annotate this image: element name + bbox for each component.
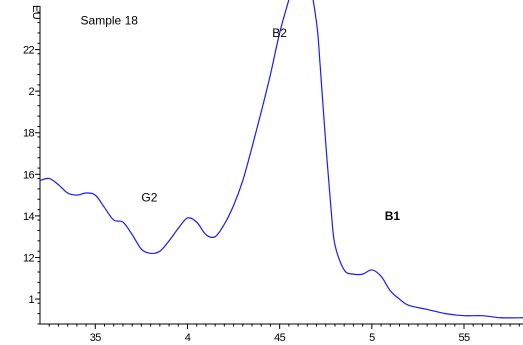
y-tick-label: 22 [23,45,35,57]
annotation-label: B1 [385,209,401,223]
axes [39,8,523,325]
x-tick-label: 35 [90,332,102,344]
annotation-label: G2 [141,190,157,204]
x-tick-label: 45 [274,332,286,344]
x-tick-label: 55 [458,332,470,344]
y-tick-label: 1 [28,294,34,306]
y-tick-label: 2 [28,86,34,98]
y-axis-label: EU [30,5,42,20]
x-tick-label: 4 [185,332,191,344]
y-tick-label: 16 [23,169,35,181]
y-tick-label: 18 [23,128,35,140]
series [39,0,523,319]
x-tick-label: 5 [369,332,375,344]
y-tick-label: 14 [23,211,35,223]
series-line [39,0,523,319]
y-tick-label: 12 [23,252,35,264]
annotation-label: B2 [272,26,287,40]
annotation-label: Sample 18 [81,14,139,28]
annotations: Sample 18 B2 G2 B1 [81,14,401,223]
